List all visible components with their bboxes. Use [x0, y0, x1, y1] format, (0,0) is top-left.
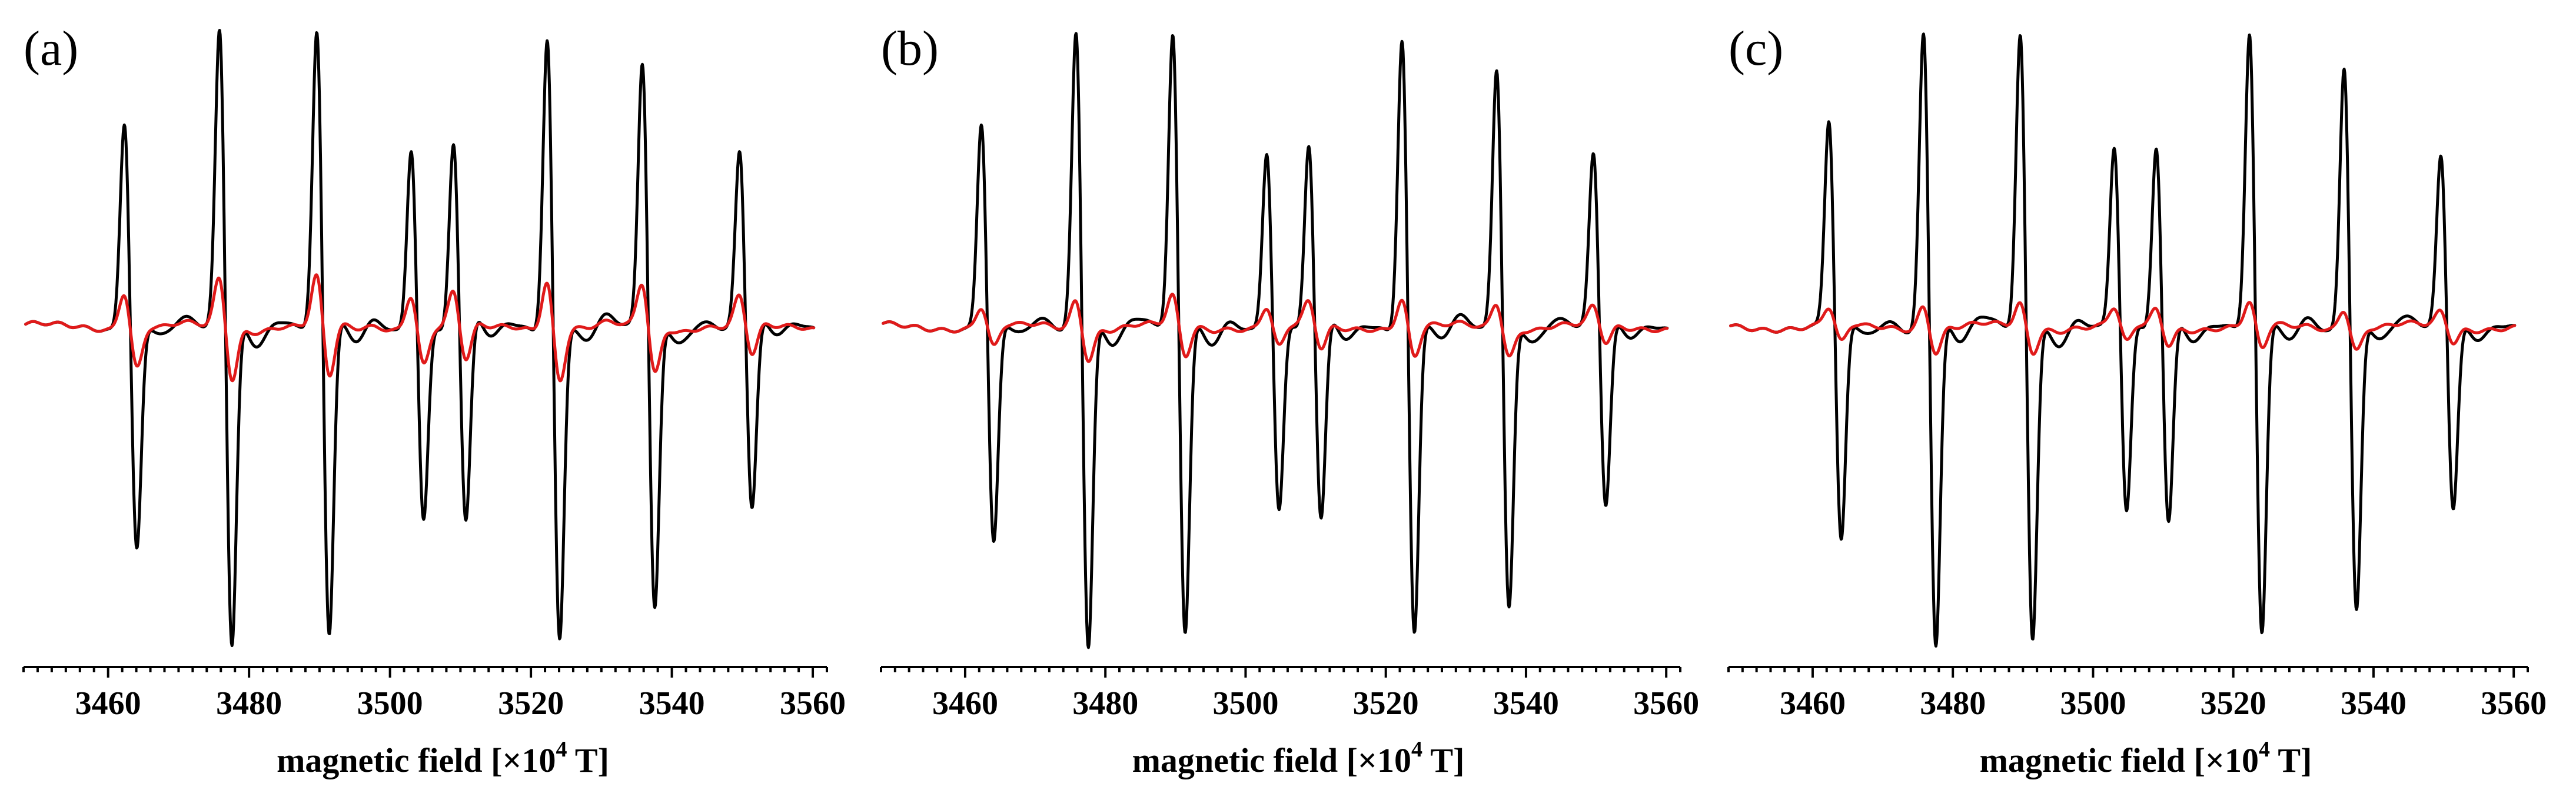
x-tick-label: 3500 — [1212, 685, 1278, 722]
x-tick-label: 3520 — [2201, 685, 2266, 722]
black-spectrum-line — [1729, 32, 2517, 648]
red-spectrum-line — [1729, 301, 2517, 356]
x-axis-title: magnetic field [×104 T] — [1980, 737, 2312, 779]
red-spectrum-line — [24, 273, 816, 383]
x-tick-label: 3480 — [1920, 685, 1986, 722]
panel-label: (c) — [1729, 21, 1783, 76]
x-axis-title-main: magnetic field [×10 — [1980, 741, 2259, 779]
x-tick-label: 3520 — [498, 685, 564, 722]
x-tick-label: 3480 — [216, 685, 282, 722]
black-spectrum-line — [24, 29, 816, 648]
x-tick-label: 3460 — [75, 685, 141, 722]
x-axis-title-unit: T] — [1422, 741, 1464, 779]
panel-label: (b) — [881, 21, 939, 76]
x-tick-label: 3500 — [2060, 685, 2126, 722]
x-axis-title-exponent: 4 — [556, 737, 567, 762]
x-tick-label: 3560 — [1633, 685, 1699, 722]
x-axis-title-exponent: 4 — [1411, 737, 1422, 762]
x-axis-title-main: magnetic field [×10 — [1132, 741, 1411, 779]
x-tick-label: 3540 — [2341, 685, 2407, 722]
x-axis-title-main: magnetic field [×10 — [277, 741, 556, 779]
x-axis-title: magnetic field [×104 T] — [277, 737, 609, 779]
panel-b: (b) 3460 3480 3500 3520 3540 3560 magnetic fiel… — [880, 21, 1699, 779]
x-tick-label: 3460 — [1780, 685, 1846, 722]
x-axis-title-exponent: 4 — [2259, 737, 2270, 762]
x-axis-title-unit: T] — [567, 741, 609, 779]
panel-a: (a) 3460 3480 3500 3520 3540 3560 magnetic fiel… — [22, 21, 846, 779]
x-tick-label: 3480 — [1072, 685, 1138, 722]
x-tick-label: 3500 — [357, 685, 423, 722]
panel-c: (c) 3460 3480 3500 3520 3540 3560 magnetic fiel… — [1727, 21, 2547, 779]
x-tick-label: 3560 — [2481, 685, 2547, 722]
x-tick-label: 3560 — [780, 685, 846, 722]
panel-label: (a) — [24, 21, 78, 76]
x-tick-label: 3520 — [1353, 685, 1419, 722]
red-spectrum-line — [882, 293, 1669, 363]
x-tick-label: 3460 — [932, 685, 998, 722]
x-axis-title: magnetic field [×104 T] — [1132, 737, 1465, 779]
x-tick-label: 3540 — [1493, 685, 1559, 722]
x-tick-label: 3540 — [639, 685, 705, 722]
x-axis-title-unit: T] — [2270, 741, 2312, 779]
black-spectrum-line — [882, 32, 1669, 649]
